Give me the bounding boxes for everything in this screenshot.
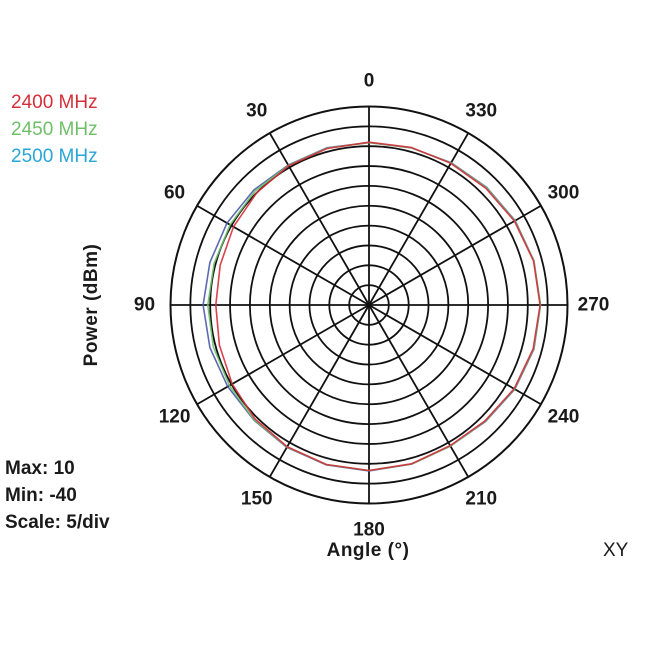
angle-label-180: 180	[353, 519, 385, 540]
angle-label-210: 210	[465, 488, 498, 510]
y-axis-label: Power (dBm)	[81, 243, 102, 367]
angle-label-30: 30	[246, 100, 268, 122]
angle-label-90: 90	[133, 294, 156, 316]
scale-value: Scale: 5/div	[5, 512, 110, 533]
angle-label-60: 60	[163, 182, 186, 204]
legend: 2400 MHz 2450 MHz 2500 MHz	[11, 89, 98, 170]
legend-item-2450: 2450 MHz	[11, 119, 98, 140]
grid-spoke	[368, 204, 542, 306]
grid-spoke	[368, 304, 542, 406]
x-axis-label: Angle (°)	[326, 540, 410, 561]
mode-label: XY	[603, 540, 629, 561]
angle-label-120: 120	[158, 406, 191, 428]
angle-label-300: 300	[547, 182, 580, 204]
min-value: Min: -40	[5, 485, 77, 506]
legend-item-2400: 2400 MHz	[11, 92, 98, 113]
trace-2400-mhz	[214, 141, 541, 472]
grid-spoke	[268, 304, 370, 478]
angle-label-150: 150	[240, 488, 273, 510]
grid-spoke	[268, 132, 370, 306]
polar-traces	[202, 141, 542, 472]
angle-label-240: 240	[547, 406, 580, 428]
angle-label-270: 270	[577, 294, 610, 316]
scale-info: Max: 10 Min: -40 Scale: 5/div	[5, 455, 110, 536]
grid-spoke	[368, 132, 470, 306]
angle-label-0: 0	[363, 70, 375, 91]
legend-item-2500: 2500 MHz	[11, 146, 98, 167]
max-value: Max: 10	[5, 458, 75, 479]
grid-spoke	[368, 304, 470, 478]
grid-spoke	[196, 304, 370, 406]
polar-grid	[169, 105, 569, 505]
angle-label-330: 330	[465, 100, 498, 122]
grid-spoke	[196, 204, 370, 306]
